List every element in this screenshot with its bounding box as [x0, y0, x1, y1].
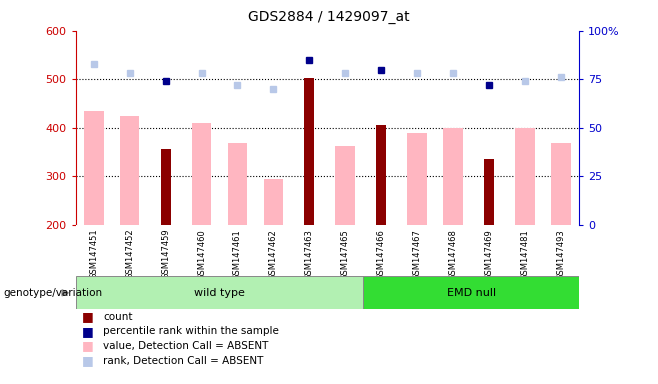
Text: wild type: wild type [194, 288, 245, 298]
Text: ■: ■ [82, 310, 94, 323]
Text: GSM147451: GSM147451 [89, 229, 98, 280]
Bar [191, 123, 211, 225]
Bar [120, 116, 139, 225]
Text: GSM147452: GSM147452 [125, 229, 134, 280]
Text: GSM147469: GSM147469 [485, 229, 494, 280]
Text: ■: ■ [82, 354, 94, 367]
Bar [76, 276, 363, 309]
Bar [407, 132, 427, 225]
Bar [228, 143, 247, 225]
Bar [515, 127, 535, 225]
Text: GSM147465: GSM147465 [341, 229, 350, 280]
Text: GSM147463: GSM147463 [305, 229, 314, 280]
Text: GSM147468: GSM147468 [449, 229, 458, 280]
Bar [551, 143, 571, 225]
Bar [305, 78, 315, 225]
Text: rank, Detection Call = ABSENT: rank, Detection Call = ABSENT [103, 356, 264, 366]
Text: percentile rank within the sample: percentile rank within the sample [103, 326, 279, 336]
Bar [484, 159, 494, 225]
Text: GSM147467: GSM147467 [413, 229, 422, 280]
Text: EMD null: EMD null [447, 288, 495, 298]
Text: GSM147481: GSM147481 [520, 229, 530, 280]
Text: GSM147461: GSM147461 [233, 229, 242, 280]
Text: GSM147466: GSM147466 [377, 229, 386, 280]
Bar [363, 276, 579, 309]
Text: GSM147459: GSM147459 [161, 229, 170, 280]
Text: GSM147493: GSM147493 [557, 229, 566, 280]
Text: GDS2884 / 1429097_at: GDS2884 / 1429097_at [248, 10, 410, 23]
Text: GSM147462: GSM147462 [269, 229, 278, 280]
Bar [84, 111, 103, 225]
Bar [336, 146, 355, 225]
Bar [443, 127, 463, 225]
Bar [161, 149, 170, 225]
Text: ■: ■ [82, 339, 94, 353]
Text: count: count [103, 312, 133, 322]
Text: value, Detection Call = ABSENT: value, Detection Call = ABSENT [103, 341, 268, 351]
Bar [376, 125, 386, 225]
Text: ■: ■ [82, 325, 94, 338]
Text: GSM147460: GSM147460 [197, 229, 206, 280]
Bar [264, 179, 284, 225]
Text: genotype/variation: genotype/variation [3, 288, 103, 298]
